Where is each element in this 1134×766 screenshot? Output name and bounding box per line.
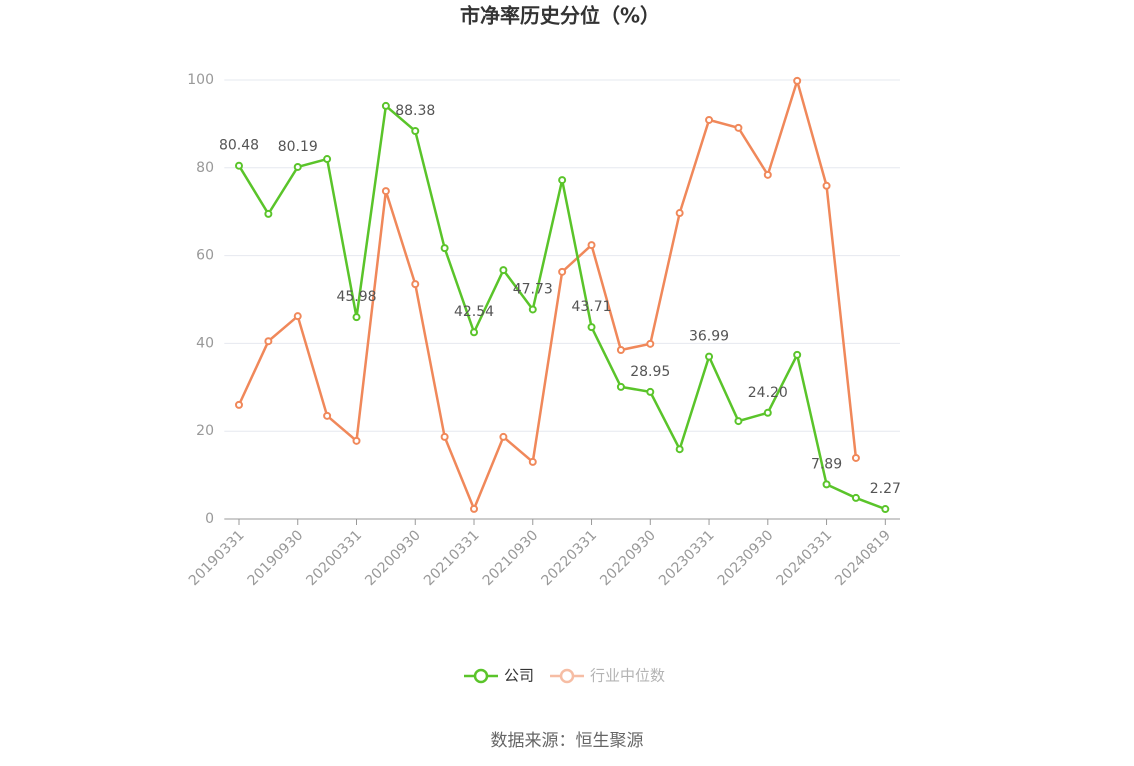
x-tick-label: 20190930 (245, 527, 307, 589)
point (234, 400, 243, 409)
point (558, 267, 567, 276)
point (881, 505, 890, 514)
data-label: 24.20 (748, 385, 788, 401)
x-tick-label: 20240819 (832, 527, 894, 589)
x-tick-label: 20230331 (656, 527, 718, 589)
source: 数据来源：恒生聚源 (491, 731, 644, 751)
x-tick-label: 20200930 (362, 527, 424, 589)
legend-marker (559, 668, 575, 684)
point (822, 181, 831, 190)
y-tick-label: 20 (196, 423, 214, 439)
data-label: 36.99 (689, 329, 729, 345)
point (851, 453, 860, 462)
x-tick-label: 20240331 (774, 527, 836, 589)
point (616, 382, 625, 391)
point (499, 266, 508, 275)
point (646, 339, 655, 348)
legend-marker (473, 668, 489, 684)
x-tick-label: 20200331 (303, 527, 365, 589)
point (264, 209, 273, 218)
legend-item: 公司 (464, 667, 534, 685)
data-label: 45.98 (336, 289, 376, 305)
point (352, 436, 361, 445)
point (470, 328, 479, 337)
point (675, 209, 684, 218)
point (381, 101, 390, 110)
point (705, 115, 714, 124)
x-tick-label: 20210331 (421, 527, 483, 589)
legend-label: 公司 (504, 667, 534, 685)
point (616, 345, 625, 354)
point (763, 170, 772, 179)
data-label: 42.54 (454, 304, 494, 320)
y-tick-label: 0 (205, 511, 214, 527)
point (822, 480, 831, 489)
point (411, 127, 420, 136)
point (323, 411, 332, 420)
point (587, 323, 596, 332)
chart-title: 市净率历史分位（%） (460, 4, 660, 28)
data-label: 47.73 (513, 281, 553, 297)
point (851, 493, 860, 502)
point (293, 162, 302, 171)
point (675, 445, 684, 454)
data-label: 28.95 (630, 364, 670, 380)
x-tick-label: 20220331 (538, 527, 600, 589)
point (440, 244, 449, 253)
point (646, 387, 655, 396)
point (352, 313, 361, 322)
y-tick-label: 80 (196, 160, 214, 176)
point (293, 312, 302, 321)
point (264, 337, 273, 346)
point (440, 432, 449, 441)
point (323, 155, 332, 164)
point (528, 305, 537, 314)
point (734, 123, 743, 132)
data-label: 88.38 (395, 103, 435, 119)
y-tick-label: 100 (187, 72, 214, 88)
point (793, 76, 802, 85)
data-label: 43.71 (571, 299, 611, 315)
y-tick-label: 60 (196, 248, 214, 264)
legend-label: 行业中位数 (590, 667, 665, 685)
point (499, 432, 508, 441)
x-tick-label: 20220930 (597, 527, 659, 589)
series-line (237, 76, 858, 513)
point (587, 241, 596, 250)
data-label: 2.27 (870, 481, 901, 497)
data-label: 7.89 (811, 456, 842, 472)
point (381, 187, 390, 196)
point (234, 161, 243, 170)
series-line (237, 103, 886, 511)
point (734, 417, 743, 426)
legend-item: 行业中位数 (550, 667, 665, 685)
point (470, 504, 479, 513)
x-tick-label: 20210930 (480, 527, 542, 589)
point (763, 408, 772, 417)
point (528, 457, 537, 466)
data-label: 80.19 (278, 139, 318, 155)
data-label: 80.48 (219, 138, 259, 154)
point (411, 280, 420, 289)
point (558, 176, 567, 185)
x-tick-label: 20230930 (715, 527, 777, 589)
y-tick-label: 40 (196, 335, 214, 351)
point (793, 350, 802, 359)
point (705, 352, 714, 361)
x-tick-label: 20190331 (186, 527, 248, 589)
